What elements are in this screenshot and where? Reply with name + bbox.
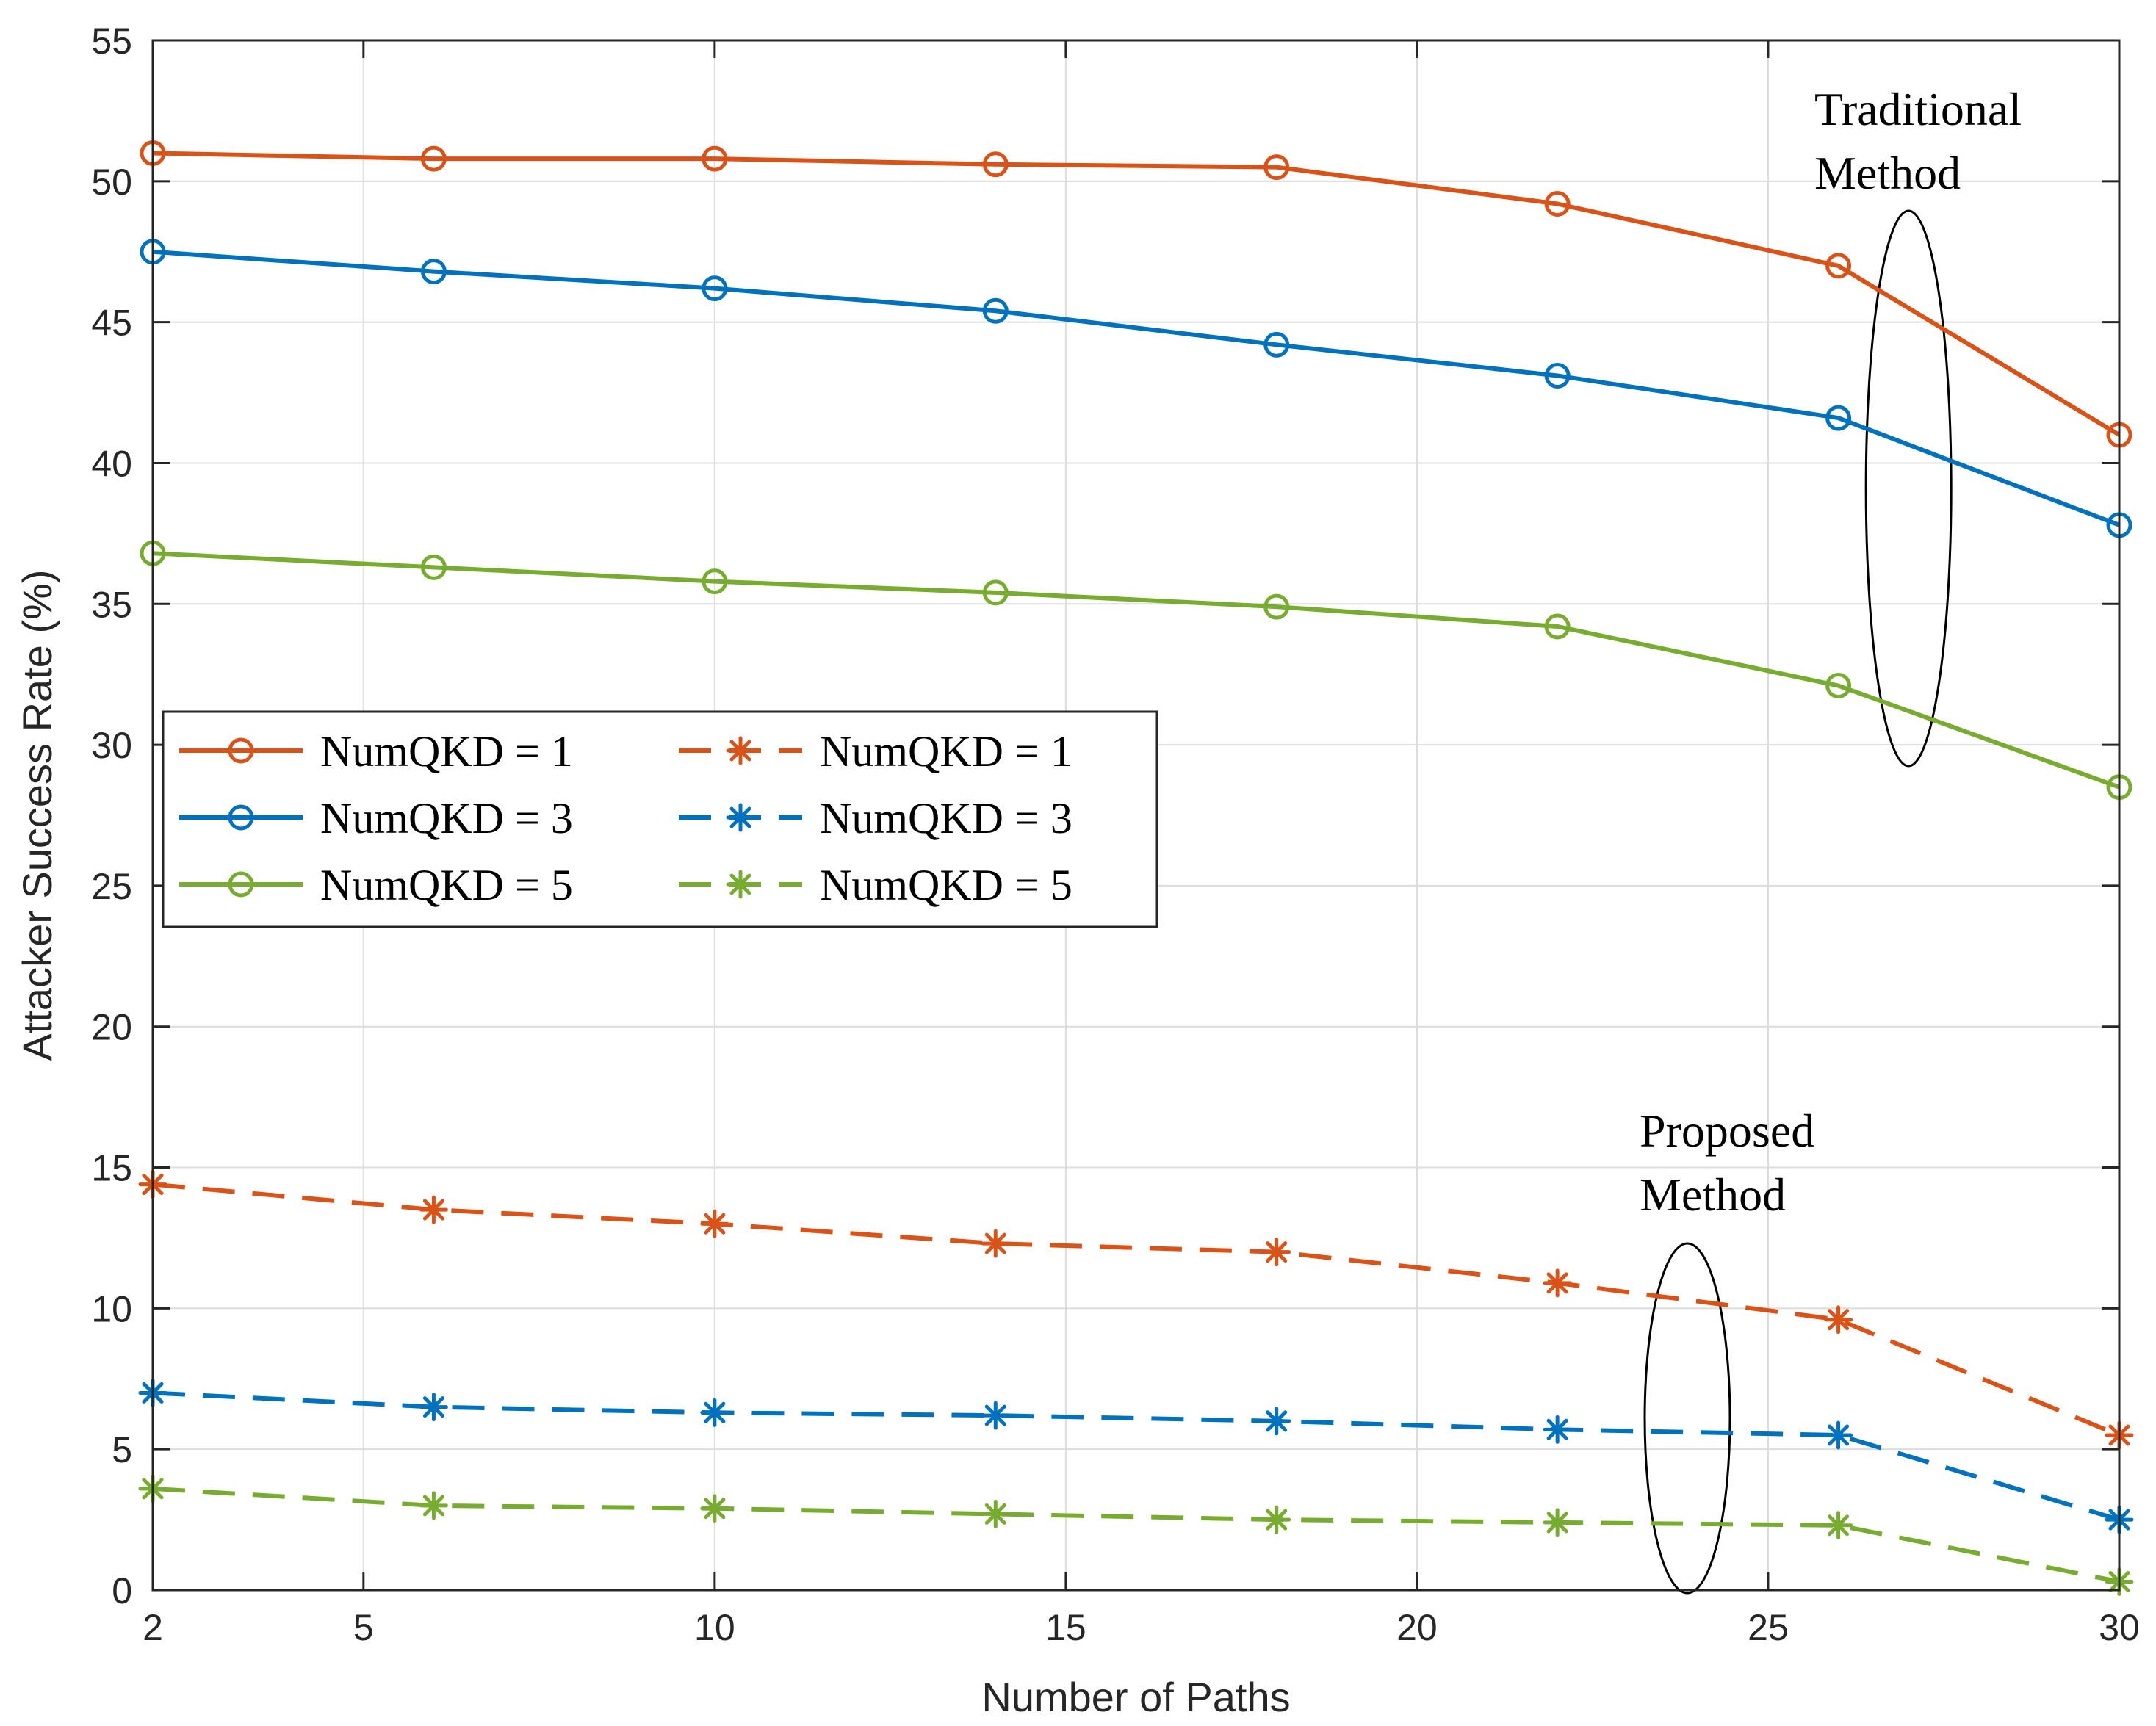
data-point-circle	[702, 275, 728, 302]
legend-box	[162, 710, 1158, 928]
data-point-star	[1262, 1238, 1291, 1267]
data-point-star	[1824, 1420, 1853, 1450]
data-point-star	[726, 736, 755, 765]
legend-label: NumQKD = 5	[820, 861, 1072, 909]
legend-label: NumQKD = 3	[820, 794, 1072, 842]
annotations: Traditional Method Proposed Method	[1640, 83, 2022, 1221]
data-point-circle	[982, 297, 1009, 324]
data-point-circle	[702, 145, 728, 172]
y-tick-label: 30	[91, 725, 132, 766]
plot-frame	[151, 39, 2121, 1592]
data-point-circle	[228, 737, 254, 764]
data-point-star	[1543, 1508, 1572, 1537]
data-point-star	[700, 1209, 729, 1238]
y-tick-label: 35	[91, 584, 132, 625]
series-proposed-numqkd-5	[138, 1474, 2134, 1596]
data-point-circle	[1544, 363, 1571, 389]
data-point-star	[1824, 1511, 1853, 1540]
x-tick-label: 10	[694, 1607, 735, 1648]
data-point-star	[419, 1195, 448, 1224]
x-tick-label: 25	[1748, 1607, 1789, 1648]
y-tick-label: 20	[91, 1007, 132, 1048]
y-tick-label: 40	[91, 443, 132, 484]
legend-label: NumQKD = 5	[320, 861, 573, 909]
series-line	[152, 1486, 2120, 1584]
data-point-star	[1262, 1407, 1291, 1436]
x-tick-label: 20	[1396, 1607, 1438, 1648]
data-point-star	[1543, 1268, 1572, 1298]
data-point-circle	[228, 871, 254, 898]
x-tick-label: 2	[143, 1607, 163, 1648]
data-point-circle	[1263, 593, 1290, 620]
data-point-circle	[420, 145, 447, 172]
series-traditional-numqkd-1	[140, 140, 2132, 448]
y-tick-label: 5	[112, 1429, 132, 1470]
data-point-star	[1824, 1305, 1853, 1335]
data-point-circle	[1825, 253, 1852, 279]
annotation-ellipse	[1643, 1242, 1731, 1595]
annotation-text: Method	[1814, 147, 1961, 199]
y-tick-label: 15	[91, 1148, 132, 1189]
annotation-text: Method	[1640, 1169, 1786, 1221]
legend-entry: NumQKD = 5	[179, 861, 573, 909]
data-point-star	[726, 803, 755, 832]
series-line	[152, 1390, 2120, 1522]
legend-entry: NumQKD = 1	[179, 727, 573, 776]
legend-entry: NumQKD = 3	[179, 794, 573, 842]
x-tick-label: 30	[2099, 1607, 2140, 1648]
annotation-text: Proposed	[1640, 1105, 1814, 1157]
annotation-text: Traditional	[1814, 83, 2022, 135]
x-tick-label: 15	[1045, 1607, 1086, 1648]
legend-entry: NumQKD = 1	[679, 727, 1072, 776]
legend-label: NumQKD = 1	[320, 727, 573, 776]
data-point-circle	[1825, 405, 1852, 431]
y-tick-label: 0	[112, 1570, 132, 1611]
data-point-star	[700, 1494, 729, 1523]
data-point-circle	[982, 579, 1009, 606]
series-line	[152, 1182, 2121, 1437]
y-tick-label: 50	[91, 162, 132, 203]
annotation-ellipse	[1864, 209, 1953, 768]
legend: NumQKD = 1 NumQKD = 3 NumQKD = 5 NumQKD = 1…	[162, 710, 1158, 928]
data-point-circle	[702, 568, 728, 595]
data-point-circle	[1544, 613, 1571, 640]
data-point-circle	[1825, 673, 1852, 699]
data-point-star	[1262, 1505, 1291, 1534]
data-point-circle	[1544, 191, 1571, 217]
y-tick-label: 25	[91, 866, 132, 907]
legend-label: NumQKD = 1	[820, 727, 1072, 776]
annotation-ellipses	[1643, 209, 1953, 1595]
y-tick-label: 55	[91, 21, 132, 62]
x-tick-label: 5	[353, 1607, 374, 1648]
data-point-circle	[1263, 154, 1290, 181]
x-axis-title: Number of Paths	[981, 1674, 1290, 1720]
series-line	[152, 151, 2121, 437]
y-tick-label: 10	[91, 1288, 132, 1329]
legend-label: NumQKD = 3	[320, 794, 573, 842]
y-tick-label: 45	[91, 303, 132, 344]
data-point-star	[981, 1499, 1010, 1528]
data-point-circle	[228, 804, 254, 831]
data-point-star	[981, 1401, 1010, 1430]
data-point-star	[419, 1491, 448, 1520]
legend-entry: NumQKD = 5	[679, 861, 1072, 909]
series-traditional-numqkd-5	[140, 540, 2132, 801]
data-point-star	[981, 1229, 1010, 1258]
y-axis-title: Attacker Success Rate (%)	[14, 569, 60, 1061]
data-point-star	[726, 870, 755, 899]
data-point-star	[700, 1398, 729, 1427]
series-line	[152, 551, 2121, 790]
data-point-circle	[1263, 331, 1290, 358]
data-point-circle	[420, 259, 447, 285]
series-layer	[138, 140, 2134, 1596]
data-point-star	[1543, 1415, 1572, 1444]
series-line	[152, 249, 2121, 527]
legend-entry: NumQKD = 3	[679, 794, 1072, 842]
data-point-circle	[420, 554, 447, 580]
data-point-circle	[982, 151, 1009, 178]
data-point-star	[419, 1393, 448, 1422]
